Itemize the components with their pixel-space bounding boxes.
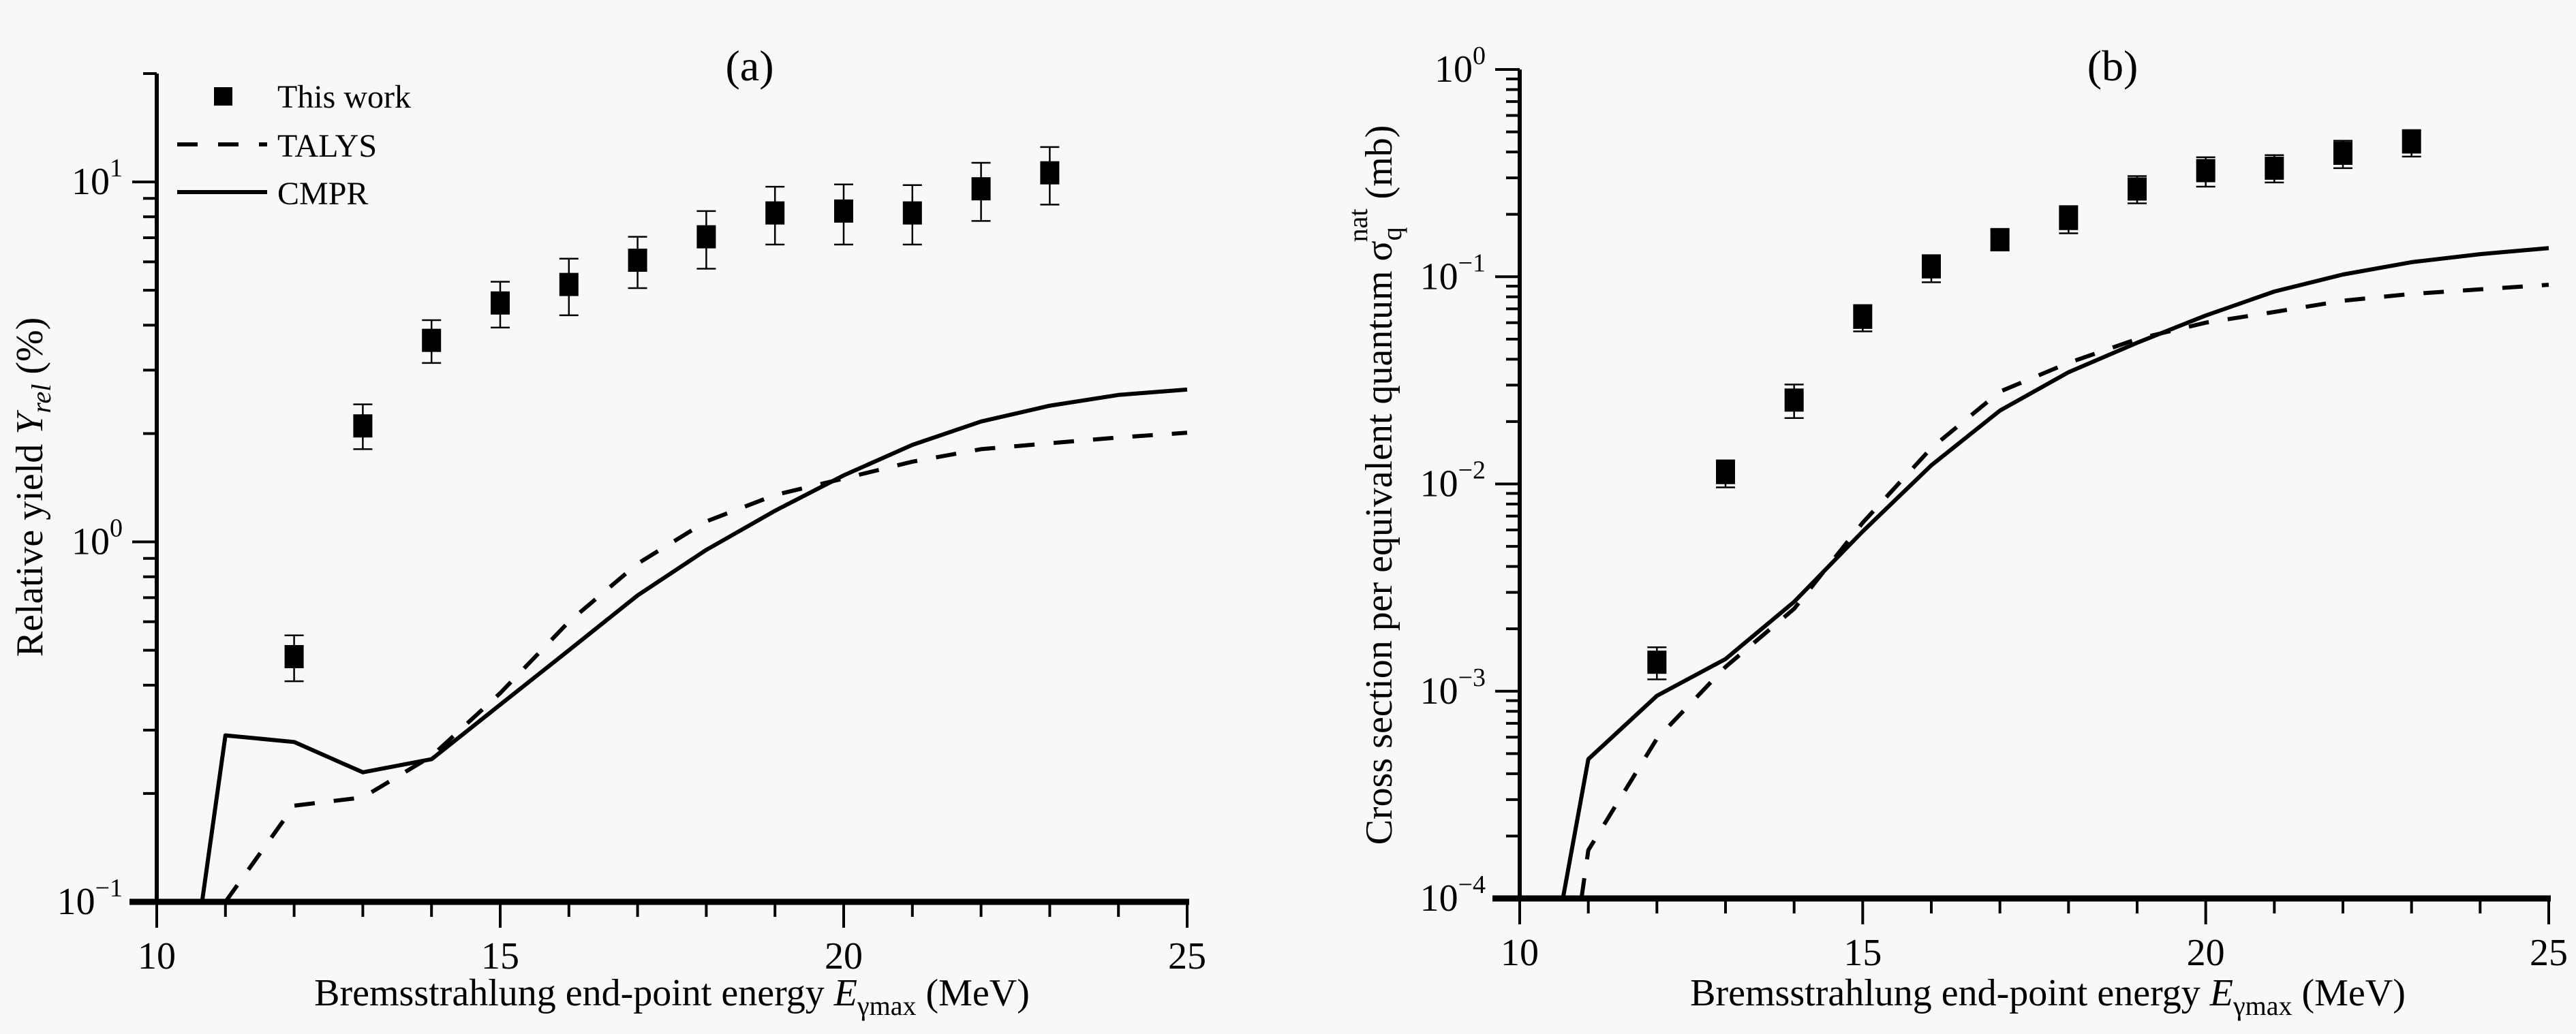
data-point-this-work — [1647, 646, 1667, 680]
data-point-this-work — [765, 185, 785, 246]
legend-talys-label: TALYS — [277, 128, 377, 164]
legend-this-work-label: This work — [277, 79, 411, 115]
data-point-this-work — [491, 281, 510, 329]
panel-a-marks — [200, 146, 1188, 903]
point-marker — [559, 272, 579, 296]
point-marker — [422, 328, 442, 352]
point-marker — [1040, 161, 1060, 185]
point-marker — [971, 177, 991, 201]
point-marker — [765, 201, 785, 225]
point-marker — [1716, 460, 1735, 484]
data-point-this-work — [353, 403, 373, 450]
series-line-cmpr — [1561, 246, 2549, 899]
panel-a-legend: This work TALYS CMPR — [177, 79, 411, 212]
data-point-this-work — [1716, 459, 1735, 488]
point-marker — [284, 644, 304, 668]
point-marker — [1990, 228, 2010, 251]
point-marker — [1784, 388, 1804, 412]
data-point-this-work — [422, 319, 442, 364]
x-tick-label: 20 — [825, 935, 863, 977]
panel-a-title: (a) — [725, 42, 773, 90]
point-marker — [1647, 651, 1667, 674]
data-point-this-work — [1040, 146, 1060, 206]
point-marker — [2333, 142, 2352, 166]
x-tick-label: 20 — [2187, 932, 2225, 974]
data-point-this-work — [834, 183, 853, 246]
data-point-this-work — [2128, 175, 2147, 204]
data-point-this-work — [2059, 205, 2079, 234]
y-tick-label: 100 — [1435, 42, 1486, 91]
y-tick-label: 10−2 — [1420, 456, 1486, 505]
point-marker — [834, 199, 853, 223]
y-tick-label: 10−4 — [1420, 871, 1486, 920]
data-point-this-work — [1853, 304, 1873, 332]
panel-b: (b) 10 15 20 25 10−4 10−3 10−2 10−1 100 Bremsstr… — [1343, 42, 2568, 1021]
data-point-this-work — [2333, 140, 2352, 170]
panel-b-title: (b) — [2087, 42, 2138, 90]
y-tick-label: 100 — [72, 514, 123, 563]
data-point-this-work — [696, 210, 716, 270]
panel-b-x-axis-title: Bremsstrahlung end-point energy Eγmax (M… — [1690, 972, 2406, 1021]
x-tick-label: 10 — [138, 935, 176, 977]
point-marker — [491, 291, 510, 315]
x-tick-label: 15 — [1843, 932, 1882, 974]
point-marker — [353, 414, 373, 438]
y-tick-label: 10−1 — [1420, 249, 1486, 298]
point-marker — [2402, 130, 2421, 154]
panel-a-x-axis-title: Bremsstrahlung end-point energy Eγmax (M… — [314, 972, 1030, 1021]
legend-cmpr-label: CMPR — [277, 176, 368, 212]
data-point-this-work — [971, 161, 991, 222]
data-point-this-work — [284, 634, 304, 683]
x-tick-label: 15 — [481, 935, 519, 977]
data-point-this-work — [1990, 228, 2010, 251]
data-point-this-work — [1784, 383, 1804, 419]
y-tick-label: 101 — [72, 154, 123, 203]
data-point-this-work — [902, 184, 922, 246]
panel-a-y-axis-title: Relative yield Yrel (%) — [9, 317, 57, 657]
panel-b-marks — [1561, 129, 2549, 899]
point-marker — [1922, 255, 1941, 279]
series-line-talys — [224, 430, 1188, 903]
x-tick-label: 25 — [1168, 935, 1206, 977]
x-tick-label: 10 — [1501, 932, 1539, 974]
point-marker — [2265, 156, 2284, 180]
point-marker — [628, 249, 647, 272]
panel-a: (a) 10 15 20 25 10−1 100 101 This work TALYS C… — [9, 42, 1206, 1021]
point-marker — [2128, 177, 2147, 201]
x-tick-label: 25 — [2530, 932, 2568, 974]
data-point-this-work — [1922, 254, 1941, 283]
point-marker — [1853, 305, 1873, 329]
panel-b-y-axis-title: Cross section per equivalent quantum σqn… — [1343, 125, 1407, 845]
y-tick-label: 10−1 — [57, 874, 123, 923]
point-marker — [2059, 206, 2079, 230]
data-point-this-work — [2402, 129, 2421, 158]
y-tick-label: 10−3 — [1420, 663, 1486, 712]
panel-b-axes: 10 15 20 25 10−4 10−3 10−2 10−1 100 — [1420, 42, 2568, 974]
data-point-this-work — [2196, 156, 2215, 188]
series-line-cmpr — [200, 387, 1188, 903]
data-point-this-work — [628, 236, 647, 289]
data-point-this-work — [559, 257, 579, 317]
point-marker — [902, 201, 922, 225]
panel-a-axes: 10 15 20 25 10−1 100 101 — [57, 72, 1206, 977]
legend-this-work-marker — [214, 87, 232, 106]
point-marker — [696, 225, 716, 249]
data-point-this-work — [2265, 154, 2284, 184]
point-marker — [2196, 159, 2215, 183]
